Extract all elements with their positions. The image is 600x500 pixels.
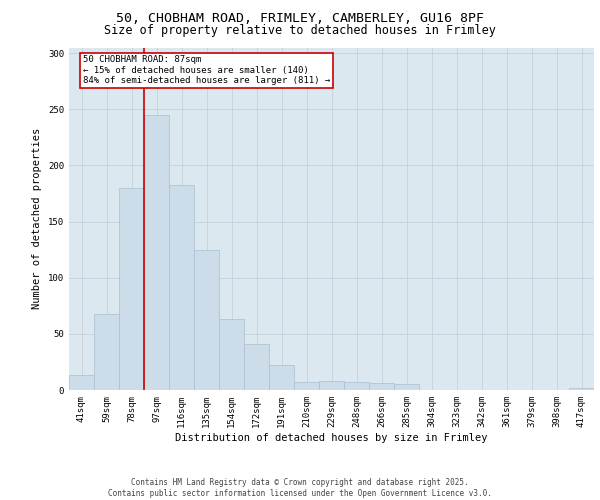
Text: Size of property relative to detached houses in Frimley: Size of property relative to detached ho… <box>104 24 496 37</box>
Bar <box>344 382 369 390</box>
Bar <box>69 376 94 390</box>
Bar <box>169 184 194 390</box>
Bar <box>94 314 119 390</box>
Bar <box>394 384 419 390</box>
Bar <box>369 384 394 390</box>
Bar <box>269 366 294 390</box>
Text: Contains HM Land Registry data © Crown copyright and database right 2025.
Contai: Contains HM Land Registry data © Crown c… <box>108 478 492 498</box>
X-axis label: Distribution of detached houses by size in Frimley: Distribution of detached houses by size … <box>175 432 488 442</box>
Bar <box>569 388 594 390</box>
Bar <box>319 381 344 390</box>
Bar <box>119 188 144 390</box>
Y-axis label: Number of detached properties: Number of detached properties <box>32 128 43 310</box>
Bar <box>144 115 169 390</box>
Bar <box>219 320 244 390</box>
Text: 50 CHOBHAM ROAD: 87sqm
← 15% of detached houses are smaller (140)
84% of semi-de: 50 CHOBHAM ROAD: 87sqm ← 15% of detached… <box>83 56 330 85</box>
Text: 50, CHOBHAM ROAD, FRIMLEY, CAMBERLEY, GU16 8PF: 50, CHOBHAM ROAD, FRIMLEY, CAMBERLEY, GU… <box>116 12 484 26</box>
Bar <box>294 382 319 390</box>
Bar <box>194 250 219 390</box>
Bar <box>244 344 269 390</box>
